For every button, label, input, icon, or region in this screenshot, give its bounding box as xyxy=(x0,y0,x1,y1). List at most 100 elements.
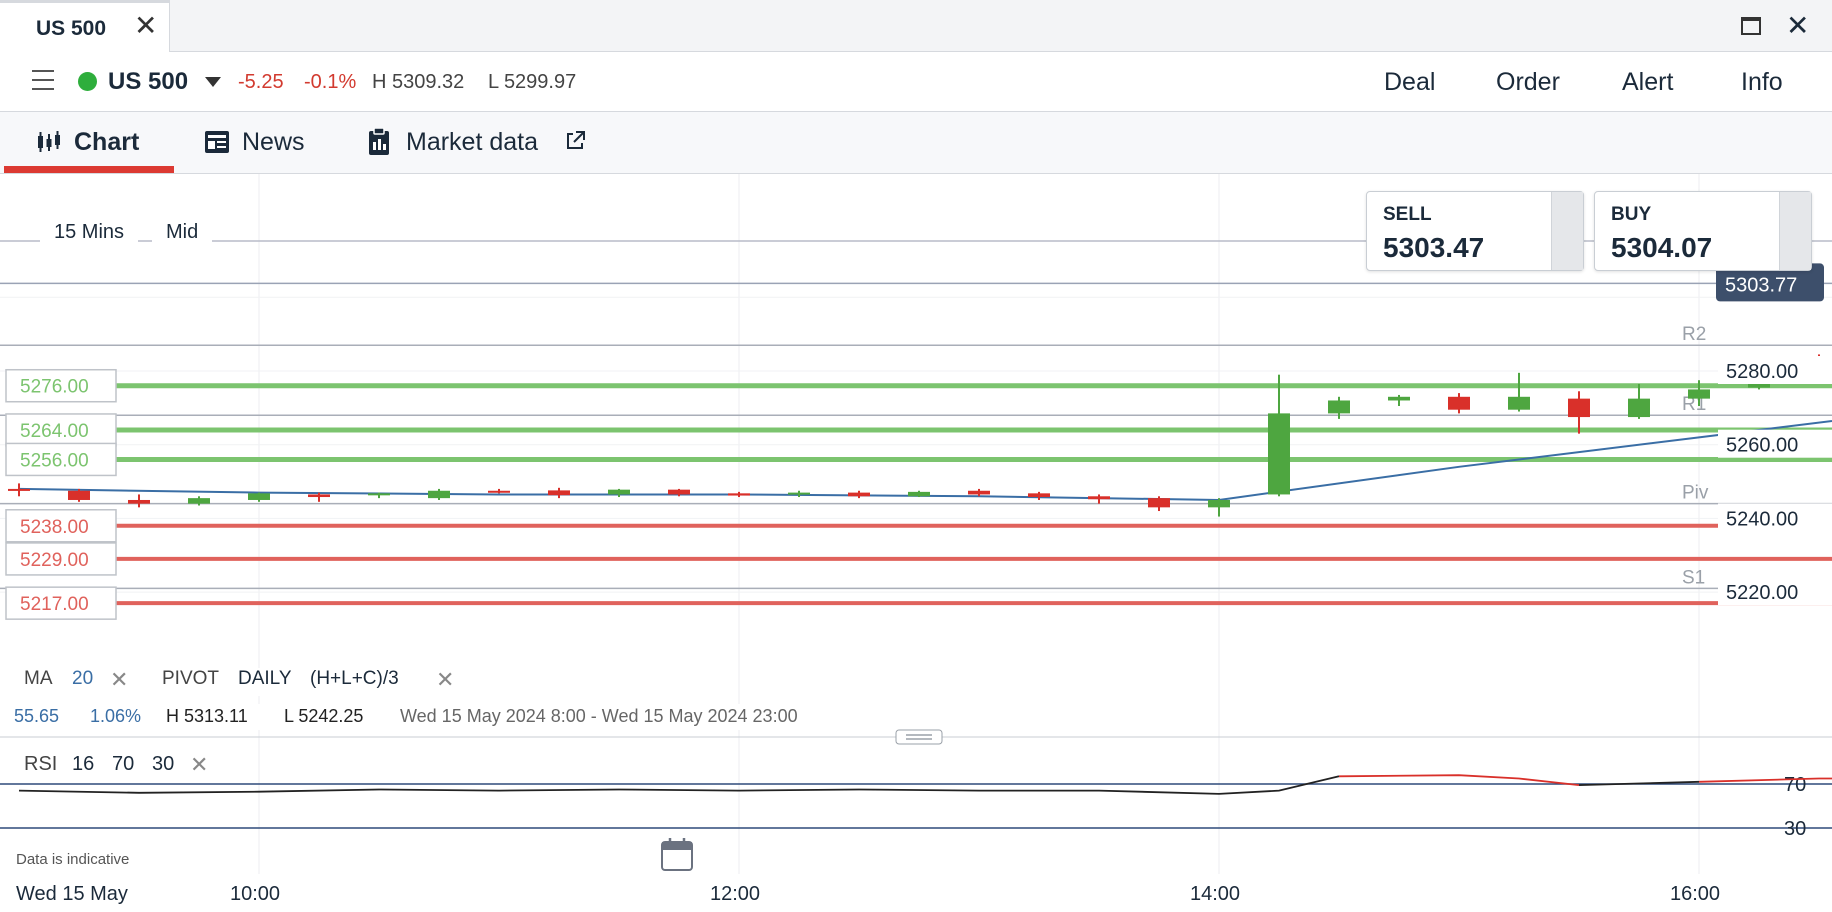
clipboard-icon xyxy=(369,128,389,155)
ma-value: 55.65 xyxy=(14,706,60,726)
rsi-upper[interactable]: 70 xyxy=(112,753,135,775)
panel-resize-handle xyxy=(895,729,943,745)
window-tab-title: US 500 xyxy=(36,17,107,40)
candlestick-icon xyxy=(38,131,60,152)
price-chart[interactable]: R2 R1 Piv S1 5276.00 5264.00 5256.00 5238.00 522… xyxy=(0,174,1832,912)
chevron-down-icon[interactable] xyxy=(205,77,221,87)
order-button[interactable]: Order xyxy=(1496,68,1560,96)
y-tick-bg xyxy=(1718,577,1832,606)
sell-label: SELL xyxy=(1383,204,1432,225)
remove-pivot-icon[interactable]: ✕ xyxy=(436,667,455,692)
hover-info-bar: 55.65 1.06% H 5313.11 L 5242.25 Wed 15 M… xyxy=(6,704,864,730)
tab-news-label: News xyxy=(242,128,305,156)
pivot-label[interactable]: PIVOT xyxy=(162,668,220,689)
tab-market-data[interactable]: Market data xyxy=(364,112,594,174)
alert-level-box xyxy=(5,542,117,576)
y-tick-bg xyxy=(1718,503,1832,532)
interval-selector[interactable]: 15 Mins xyxy=(40,221,139,244)
candle-body xyxy=(668,489,690,495)
range-high: H 5313.11 xyxy=(166,706,248,726)
tab-chart[interactable]: Chart xyxy=(0,112,174,174)
rsi-lower[interactable]: 30 xyxy=(152,753,175,775)
candle-body xyxy=(1028,493,1050,498)
window-tab[interactable]: US 500 ✕ xyxy=(0,0,170,52)
price-type-selector[interactable]: Mid xyxy=(152,221,213,244)
y-tick-bg xyxy=(1718,356,1832,384)
tab-market-data-label: Market data xyxy=(406,128,539,156)
y-tick-bg xyxy=(1718,429,1832,458)
alert-level-label: 5229.00 xyxy=(20,550,89,571)
alert-level-box xyxy=(5,509,117,543)
close-icon[interactable]: ✕ xyxy=(1786,10,1810,41)
x-tick-label: 14:00 xyxy=(1190,883,1240,905)
x-axis-bg xyxy=(0,874,1832,912)
pivot-label: S1 xyxy=(1682,567,1705,588)
instrument-name[interactable]: US 500 xyxy=(108,68,189,95)
close-icon[interactable]: ✕ xyxy=(134,10,158,41)
external-link-icon xyxy=(567,131,585,149)
y-tick-label: 5280.00 xyxy=(1726,361,1798,383)
rsi-line xyxy=(1338,774,1580,786)
chart-axes: 5303.77 5280.00 5260.00 5240.00 5220.00 Wed 1… xyxy=(0,263,1832,912)
alert-level-box xyxy=(5,586,117,620)
current-price-value: 5303.77 xyxy=(1725,274,1797,296)
newspaper-icon xyxy=(205,131,229,153)
candle-body xyxy=(8,488,30,491)
deal-button[interactable]: Deal xyxy=(1384,68,1436,96)
alert-level-box xyxy=(5,368,117,403)
candle-body xyxy=(248,493,270,500)
calendar-icon xyxy=(661,838,693,871)
candle-body xyxy=(68,490,90,500)
ma-line xyxy=(18,419,1832,501)
tab-news[interactable]: News xyxy=(196,112,326,174)
pivot-formula: (H+L+C)/3 xyxy=(310,668,399,689)
candle-body xyxy=(728,493,750,496)
candle-body xyxy=(428,490,450,499)
indicator-legend: MA 20 ✕ PIVOT DAILY (H+L+C)/3 ✕ xyxy=(20,667,470,696)
candle-body xyxy=(1688,389,1710,399)
window-bar: US 500 ✕ ✕ xyxy=(0,0,1832,52)
menu-icon[interactable] xyxy=(32,70,54,90)
alert-level-label: 5264.00 xyxy=(20,421,89,442)
current-price-tag xyxy=(1716,263,1824,302)
sell-button[interactable]: SELL 5303.47 xyxy=(1366,191,1584,271)
alert-level-box xyxy=(5,442,117,477)
rsi-period[interactable]: 16 xyxy=(72,753,95,775)
market-open-indicator xyxy=(78,72,97,91)
rsi-line xyxy=(1578,780,1700,786)
panel-tabs: Chart News Market data xyxy=(0,112,1832,174)
x-tick-label: 10:00 xyxy=(230,883,280,905)
indicative-note: Data is indicative xyxy=(16,851,130,868)
day-low: L 5299.97 xyxy=(488,71,577,93)
chart-extras xyxy=(661,838,693,871)
candle-body xyxy=(848,492,870,497)
range-low: L 5242.25 xyxy=(284,706,364,726)
rsi-label[interactable]: RSI xyxy=(24,753,58,775)
candle-body xyxy=(1508,396,1530,410)
rsi-level-label: 70 xyxy=(1784,774,1806,796)
ma-period[interactable]: 20 xyxy=(72,668,94,689)
candle-body xyxy=(1328,400,1350,414)
pivot-period[interactable]: DAILY xyxy=(238,668,292,689)
candle-body xyxy=(1148,498,1170,508)
remove-rsi-icon[interactable]: ✕ xyxy=(190,752,209,777)
alert-button[interactable]: Alert xyxy=(1622,68,1674,96)
maximize-icon[interactable] xyxy=(1738,12,1768,42)
candle-body xyxy=(1088,496,1110,500)
remove-ma-icon[interactable]: ✕ xyxy=(110,667,129,692)
candle-body xyxy=(968,490,990,495)
rsi-panel: 70 30 xyxy=(0,729,1832,840)
buy-price: 5304.07 xyxy=(1611,232,1713,263)
candle-body xyxy=(128,499,150,504)
price-change: -5.25 xyxy=(238,71,284,93)
candle-body xyxy=(608,489,630,495)
sell-price: 5303.47 xyxy=(1383,232,1485,263)
candle-body xyxy=(788,492,810,495)
candle-body xyxy=(548,490,570,496)
ma-label[interactable]: MA xyxy=(24,668,53,689)
alert-level-label: 5256.00 xyxy=(20,450,89,471)
candle-body xyxy=(908,491,930,497)
info-button[interactable]: Info xyxy=(1741,68,1783,96)
buy-button[interactable]: BUY 5304.07 xyxy=(1594,191,1812,271)
tab-chart-label: Chart xyxy=(74,128,140,156)
